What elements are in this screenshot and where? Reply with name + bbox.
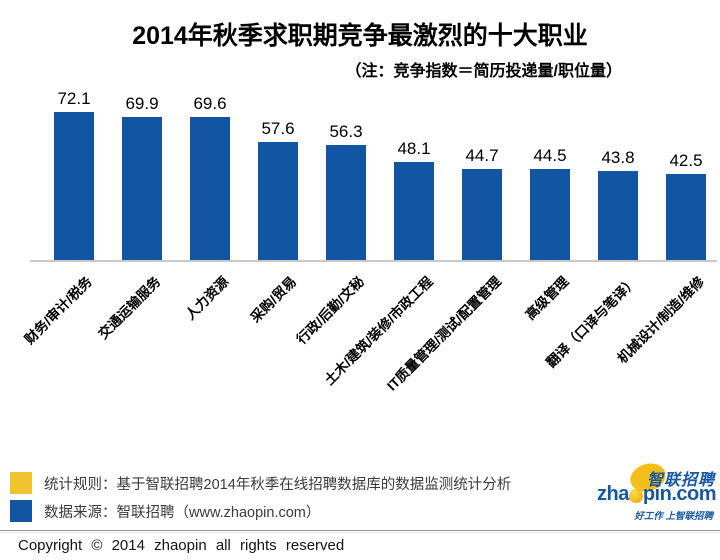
- bar-value-label: 44.7: [465, 146, 499, 165]
- logo-domain-prefix: zha: [596, 483, 629, 505]
- category-label: 交通运输服务: [95, 273, 164, 342]
- bar-slot: 43.8: [584, 88, 652, 262]
- bar: [666, 173, 706, 262]
- category-label: 采购/贸易: [247, 273, 300, 326]
- bar: [462, 169, 502, 262]
- category-axis-labels: 财务/审计/税务 交通运输服务 人力资源 采购/贸易 行政/后勤/文秘 土木/建筑/装修/…: [22, 271, 720, 461]
- bar: [258, 142, 298, 262]
- bar-value-label: 69.9: [125, 93, 159, 113]
- legend-row-rule: 统计规则：基于智联招聘2014年秋季在线招聘数据库的数据监测统计分析: [10, 469, 511, 497]
- bar-slot: 72.1: [40, 88, 108, 262]
- bar-value-label: 48.1: [397, 138, 431, 158]
- bar-slot: 69.9: [108, 88, 176, 262]
- category-label: 财务/审计/税务: [22, 273, 96, 348]
- bar: [394, 161, 434, 262]
- copyright-text: Copyright © 2014 zhaopin all rights rese…: [18, 537, 345, 554]
- bar-slot: 57.6: [244, 88, 312, 262]
- bar-value-label: 57.6: [261, 119, 295, 139]
- bar: [598, 170, 638, 262]
- category-label: 人力资源: [182, 273, 232, 323]
- bar-slot: 56.3: [312, 88, 380, 262]
- logo-domain-suffix: pin.com: [642, 483, 717, 505]
- logo-chinese-name: 智联招聘: [646, 472, 715, 489]
- bar-value-label: 56.3: [329, 121, 363, 141]
- bar-value-label: 42.5: [669, 150, 703, 170]
- bar-value-label: 43.8: [601, 147, 635, 167]
- bar: [54, 112, 94, 262]
- legend-row-source: 数据来源：智联招聘（www.zhaopin.com）: [10, 497, 511, 525]
- bar-value-label: 69.6: [193, 94, 227, 114]
- category-label: IT质量管理/测试/配置管理: [383, 273, 504, 394]
- legend-swatch-yellow: [10, 472, 32, 494]
- chart-title: 2014年秋季求职期竞争最激烈的十大职业: [132, 22, 588, 50]
- legend: 统计规则：基于智联招聘2014年秋季在线招聘数据库的数据监测统计分析 数据来源：…: [10, 469, 511, 525]
- bar-value-label: 72.1: [57, 89, 91, 108]
- logo-yellow-dot-icon: [628, 488, 643, 503]
- bar-slot: 69.6: [176, 88, 244, 262]
- logo-tagline: 好工作 上智联招聘: [634, 511, 713, 522]
- bar: [326, 144, 366, 262]
- bar-value-label: 44.5: [533, 146, 567, 166]
- legend-rule-text: 统计规则：基于智联招聘2014年秋季在线招聘数据库的数据监测统计分析: [44, 476, 512, 493]
- chart-subtitle: （注：竞争指数＝简历投递量/职位量）: [345, 63, 622, 80]
- bar-slot: 44.7: [448, 88, 516, 262]
- bar-slot: 42.5: [652, 88, 720, 262]
- legend-swatch-blue: [10, 500, 32, 522]
- logo-domain-text: zha pin.com: [596, 483, 717, 506]
- bar: [190, 117, 230, 262]
- x-axis-line: [30, 260, 717, 262]
- bar-slot: 44.5: [516, 88, 584, 262]
- category-label: 高级管理: [522, 273, 572, 323]
- footer-divider: [0, 530, 720, 533]
- zhaopin-logo: 智联招聘 zha pin.com 好工作 上智联招聘: [594, 459, 717, 527]
- bar-chart-plot-area: 72.1 69.9 69.6 57.6 56.3 48.1 44.7 44.5 43.8 42.5: [40, 88, 720, 262]
- bar-slot: 48.1: [380, 88, 448, 262]
- bar: [122, 116, 162, 262]
- legend-source-text: 数据来源：智联招聘（www.zhaopin.com）: [44, 504, 321, 521]
- bar: [530, 169, 570, 262]
